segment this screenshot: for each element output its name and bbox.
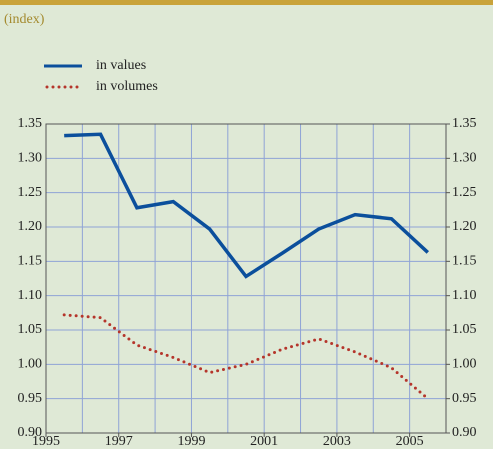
series-line — [64, 132, 430, 279]
chart-title: (index) — [4, 12, 45, 27]
y-tick-label: 1.30 — [18, 151, 43, 166]
x-tick-label: 2005 — [396, 434, 424, 449]
x-tick-label: 1995 — [32, 434, 60, 449]
series-line — [62, 313, 430, 401]
y2-tick-label: 0.95 — [452, 391, 477, 406]
legend-label: in volumes — [96, 79, 158, 94]
y2-tick-label: 1.35 — [452, 116, 477, 131]
y-tick-label: 1.05 — [18, 322, 43, 337]
y-tick-label: 1.35 — [18, 116, 43, 131]
y-tick-label: 0.95 — [18, 391, 43, 406]
y-tick-label: 1.15 — [18, 254, 43, 269]
y-tick-label: 1.25 — [18, 185, 43, 200]
y2-tick-label: 0.90 — [452, 425, 477, 440]
y2-tick-label: 1.00 — [452, 357, 477, 372]
y-tick-label: 0.90 — [18, 425, 43, 440]
x-tick-label: 1999 — [177, 434, 205, 449]
y2-tick-label: 1.05 — [452, 322, 477, 337]
top-bar — [0, 0, 493, 5]
x-tick-label: 1997 — [105, 434, 133, 449]
plot-frame — [45, 123, 447, 434]
y-tick-label: 1.00 — [18, 357, 43, 372]
legend-label: in values — [96, 58, 146, 73]
x-tick-label: 2001 — [250, 434, 278, 449]
y2-tick-label: 1.25 — [452, 185, 477, 200]
y2-tick-label: 1.10 — [452, 288, 477, 303]
y2-tick-label: 1.30 — [452, 151, 477, 166]
y2-tick-label: 1.15 — [452, 254, 477, 269]
x-tick-label: 2003 — [323, 434, 351, 449]
y-tick-label: 1.20 — [18, 219, 43, 234]
y-tick-label: 1.10 — [18, 288, 43, 303]
y2-tick-label: 1.20 — [452, 219, 477, 234]
